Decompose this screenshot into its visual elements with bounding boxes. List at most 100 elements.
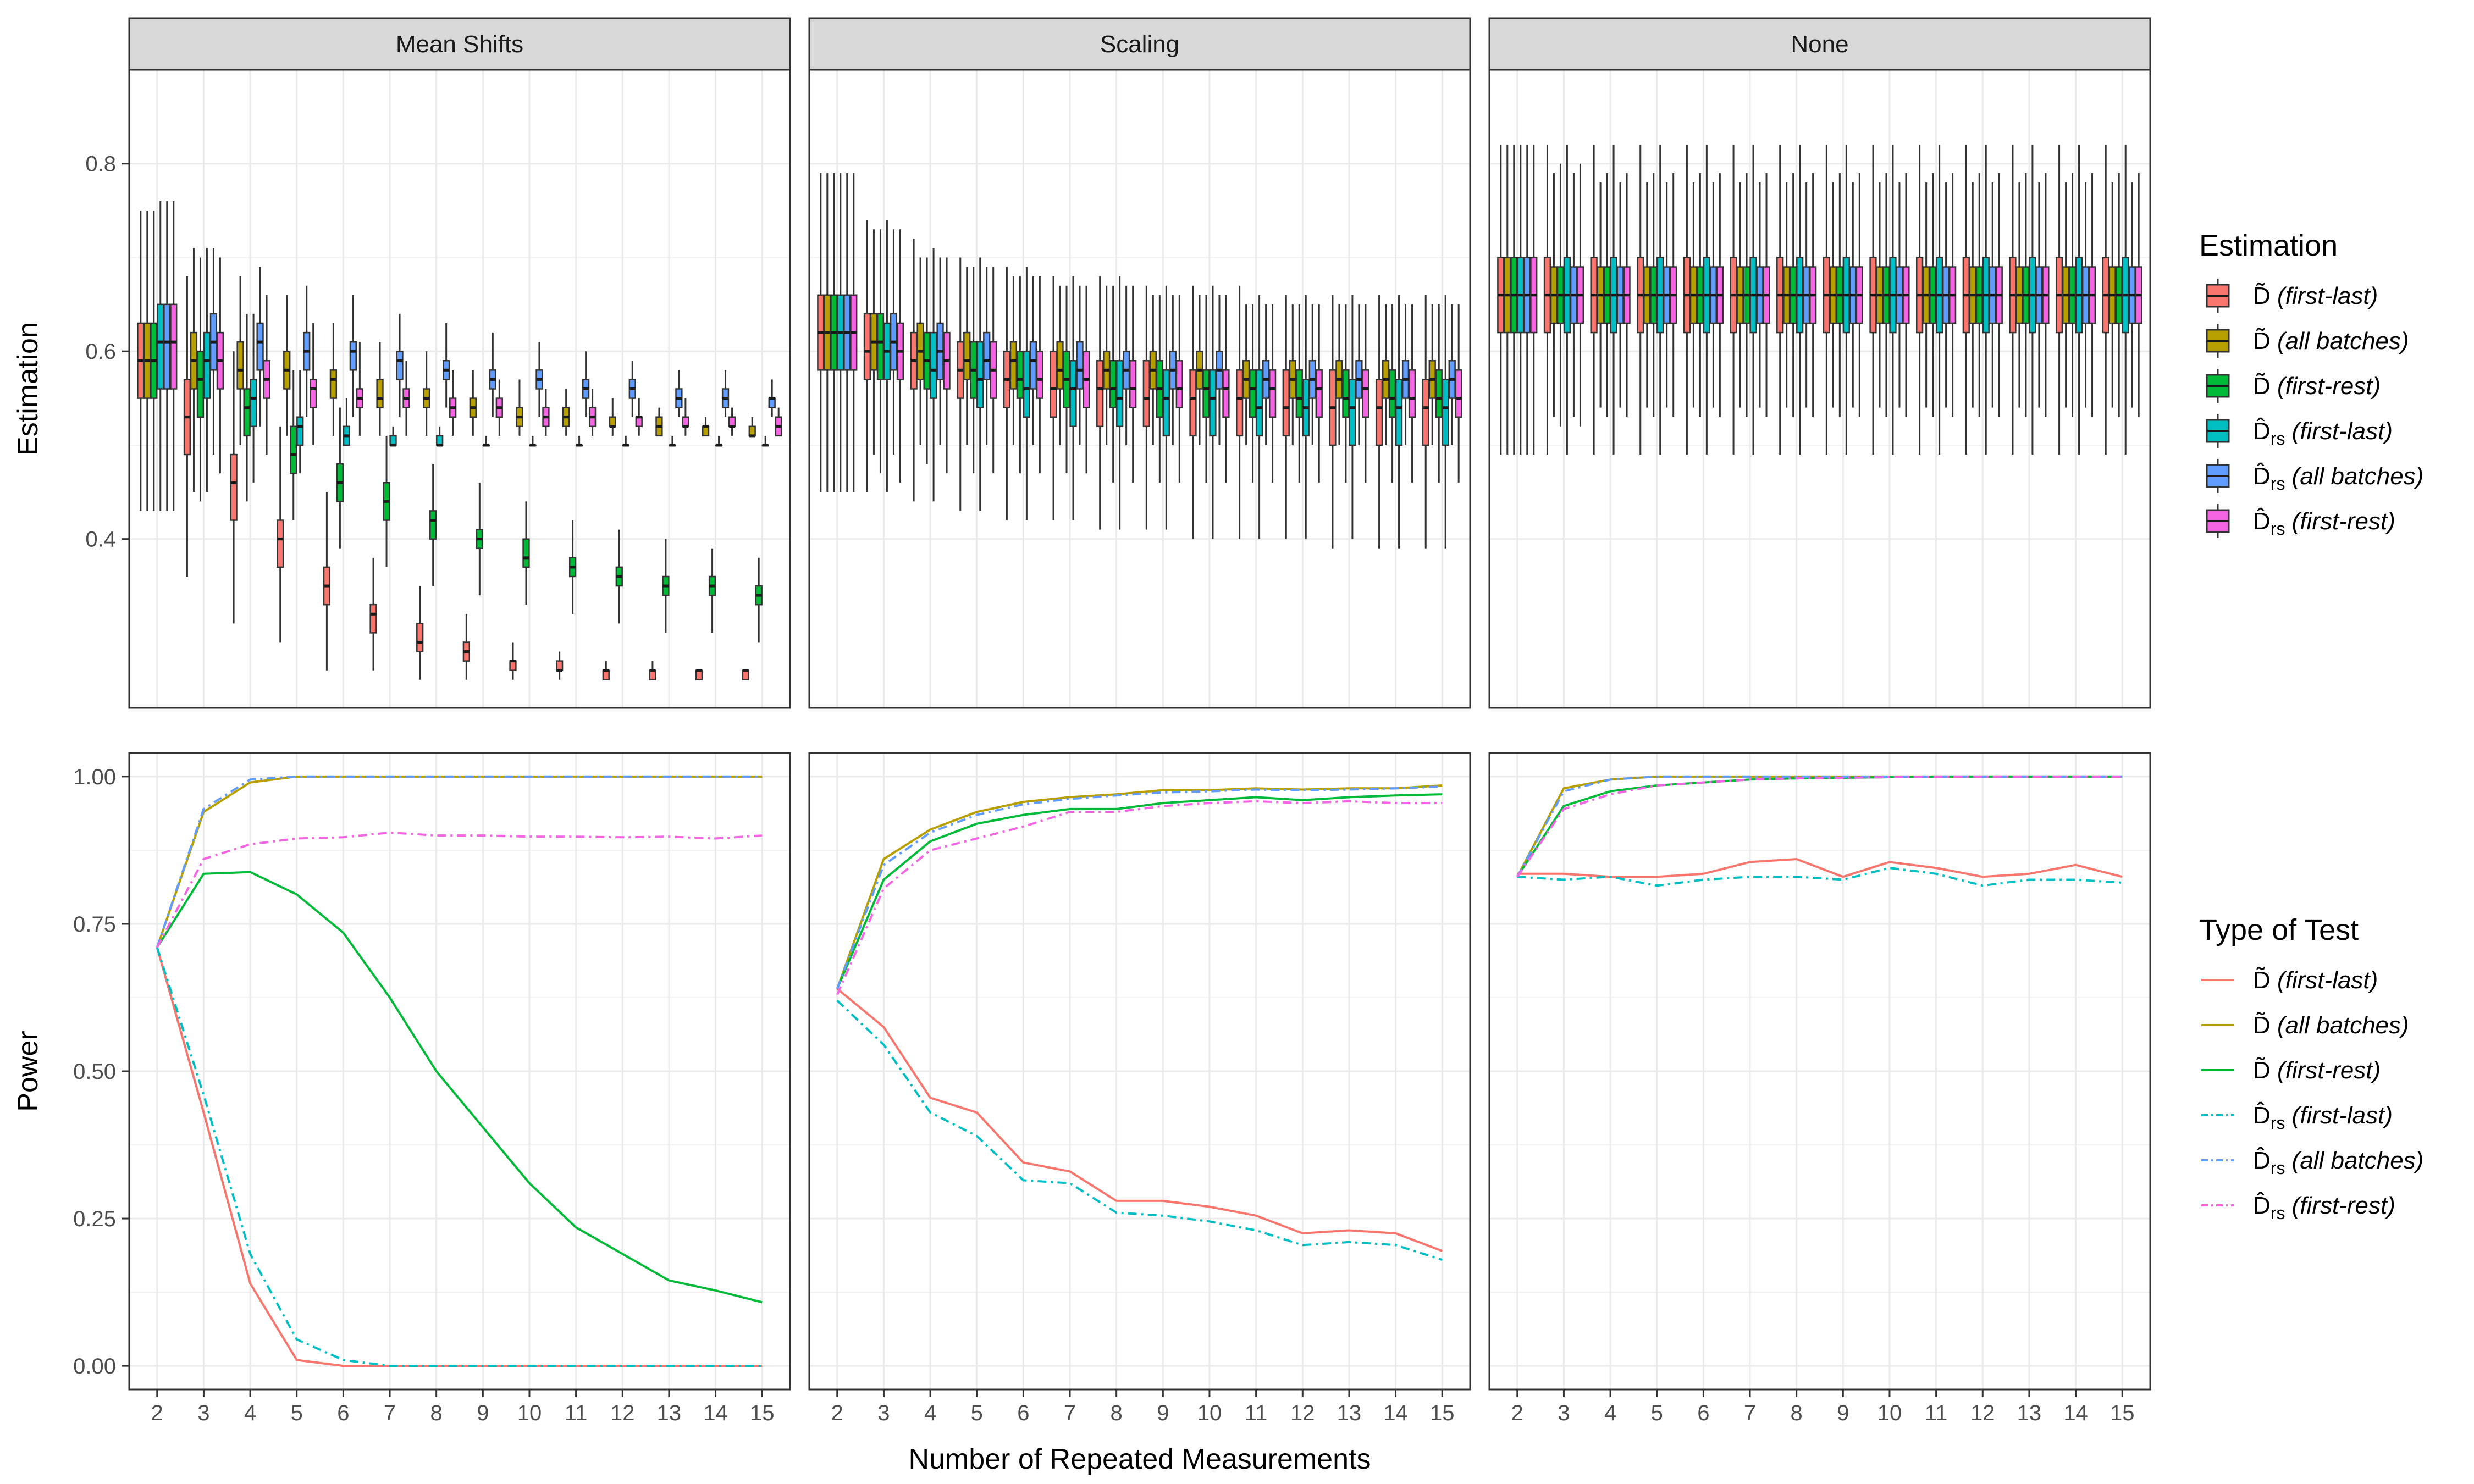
x-axis-title: Number of Repeated Measurements [908,1443,1371,1475]
box-body [1142,360,1150,428]
legend-item-Drs_first_rest: D̂rs (first-rest) [2201,1192,2395,1223]
box-body [963,331,971,380]
box-body [1388,369,1396,418]
box-Drs_first_rest-9 [1175,295,1183,483]
box-Drs_all_batches-15 [2128,182,2136,408]
box-Drs_first_last-8 [1116,276,1124,530]
line-D_first_last [1517,857,2123,878]
panel-background [129,70,790,708]
legend-symbol: D̂ [2253,462,2271,490]
box-D_first_last-9 [1823,145,1830,455]
legend-item-Drs_all_batches: D̂rs (all batches) [2206,459,2423,494]
box-Drs_first_rest-4 [1623,173,1631,417]
x-tick-label: 14 [703,1401,728,1425]
legend-item-Drs_first_rest: D̂rs (first-rest) [2206,504,2395,539]
box-D_all_batches-4 [236,276,244,445]
box-body [369,603,377,634]
legend-item-D_first_last: D̃ (first-last) [2206,279,2378,313]
legend-qualifier: (first-rest) [2285,1192,2395,1219]
box-Drs_first_last-15 [761,435,769,447]
box-body [1255,369,1263,437]
x-tick-label: 5 [971,1401,983,1425]
power-panel-scaling [808,752,1471,1391]
y-tick-label: 0.4 [85,528,116,552]
box-D_first_last-7 [369,557,377,671]
box-Drs_all_batches-13 [2035,182,2043,408]
box-D_first_last-3 [863,220,871,492]
x-tick-label: 4 [924,1401,936,1425]
legend-qualifier: (first-last) [2285,1102,2393,1129]
box-D_first_last-6 [323,492,331,671]
box-Drs_all_batches-3 [1570,173,1578,417]
x-tick-label: 3 [197,1401,209,1425]
box-Drs_first_rest-15 [2135,173,2142,417]
box-D_first_last-4 [230,351,238,624]
legend-qualifier: (first-last) [2285,418,2393,445]
x-tick-label: 9 [1157,1401,1169,1425]
box-Drs_first_rest-6 [1716,173,1724,417]
box-Drs_all_batches-10 [1896,182,1903,408]
x-tick-label: 10 [1877,1401,1902,1425]
box-Drs_all_batches-7 [1076,285,1084,445]
line-D_first_rest [836,793,1443,989]
line-Drs_all_batches [836,785,1443,989]
x-tick-label: 8 [1111,1401,1123,1425]
box-body [1129,360,1137,408]
x-tick-label: 7 [1064,1401,1076,1425]
box-body [1050,350,1057,418]
box-body [983,331,991,380]
box-Drs_all_batches-7 [396,313,404,417]
box-D_all_batches-3 [870,229,878,455]
box-Drs_first_rest-14 [728,407,736,436]
box-Drs_first_rest-7 [402,361,410,436]
box-body [682,416,689,428]
box-body [748,425,756,437]
box-Drs_all_batches-15 [768,379,776,417]
box-body [170,303,178,390]
legend-label: D̂rs (first-rest) [2253,507,2395,539]
box-D_all_batches-15 [1428,304,1436,445]
box-D_first_last-14 [695,669,703,681]
legend-title: Estimation [2199,229,2338,262]
box-D_first_last-6 [1003,267,1011,520]
legend-label: D̂rs (all batches) [2253,1147,2423,1178]
box-Drs_all_batches-4 [1616,182,1624,408]
legend-item-D_first_rest: D̃ (first-rest) [2206,369,2381,403]
box-Drs_first_rest-9 [495,379,503,436]
box-D_first_last-5 [277,426,284,643]
box-body [1056,341,1064,390]
box-Drs_first_rest-6 [1036,276,1044,474]
x-tick-label: 4 [1604,1401,1616,1425]
box-Drs_first_rest-10 [542,389,550,436]
box-Drs_all_batches-6 [349,295,357,417]
x-tick-label: 7 [1744,1401,1756,1425]
x-tick-label: 10 [1197,1401,1222,1425]
box-Drs_first_last-13 [1349,295,1356,539]
box-Drs_first_rest-15 [775,407,782,437]
box-body [1349,379,1356,446]
estimation-panel-scaling [808,69,1471,709]
box-Drs_all_batches-3 [890,229,898,455]
box-body [1016,350,1024,399]
box-body [1029,341,1037,390]
legend-label: D̃ (all batches) [2253,328,2409,355]
box-D_first_rest-14 [2068,173,2077,417]
box-D_first_last-11 [1235,285,1244,539]
box-Drs_all_batches-13 [675,370,683,417]
box-D_first_rest-6 [336,407,344,549]
box-body [1023,350,1031,418]
box-body [555,660,564,671]
box-body [1209,369,1217,437]
box-Drs_all_batches-12 [628,361,636,417]
legend-label: D̃ (first-rest) [2253,373,2381,400]
x-tick-label: 2 [831,1401,843,1425]
box-Drs_first_rest-13 [682,398,689,436]
box-body [1362,369,1369,418]
box-Drs_first_rest-8 [1809,173,1817,417]
box-D_first_rest-9 [476,483,483,596]
line-D_first_rest [156,871,763,1304]
box-Drs_first_rest-3 [1576,163,1584,427]
x-tick-label: 13 [657,1401,682,1425]
box-body [863,313,871,380]
